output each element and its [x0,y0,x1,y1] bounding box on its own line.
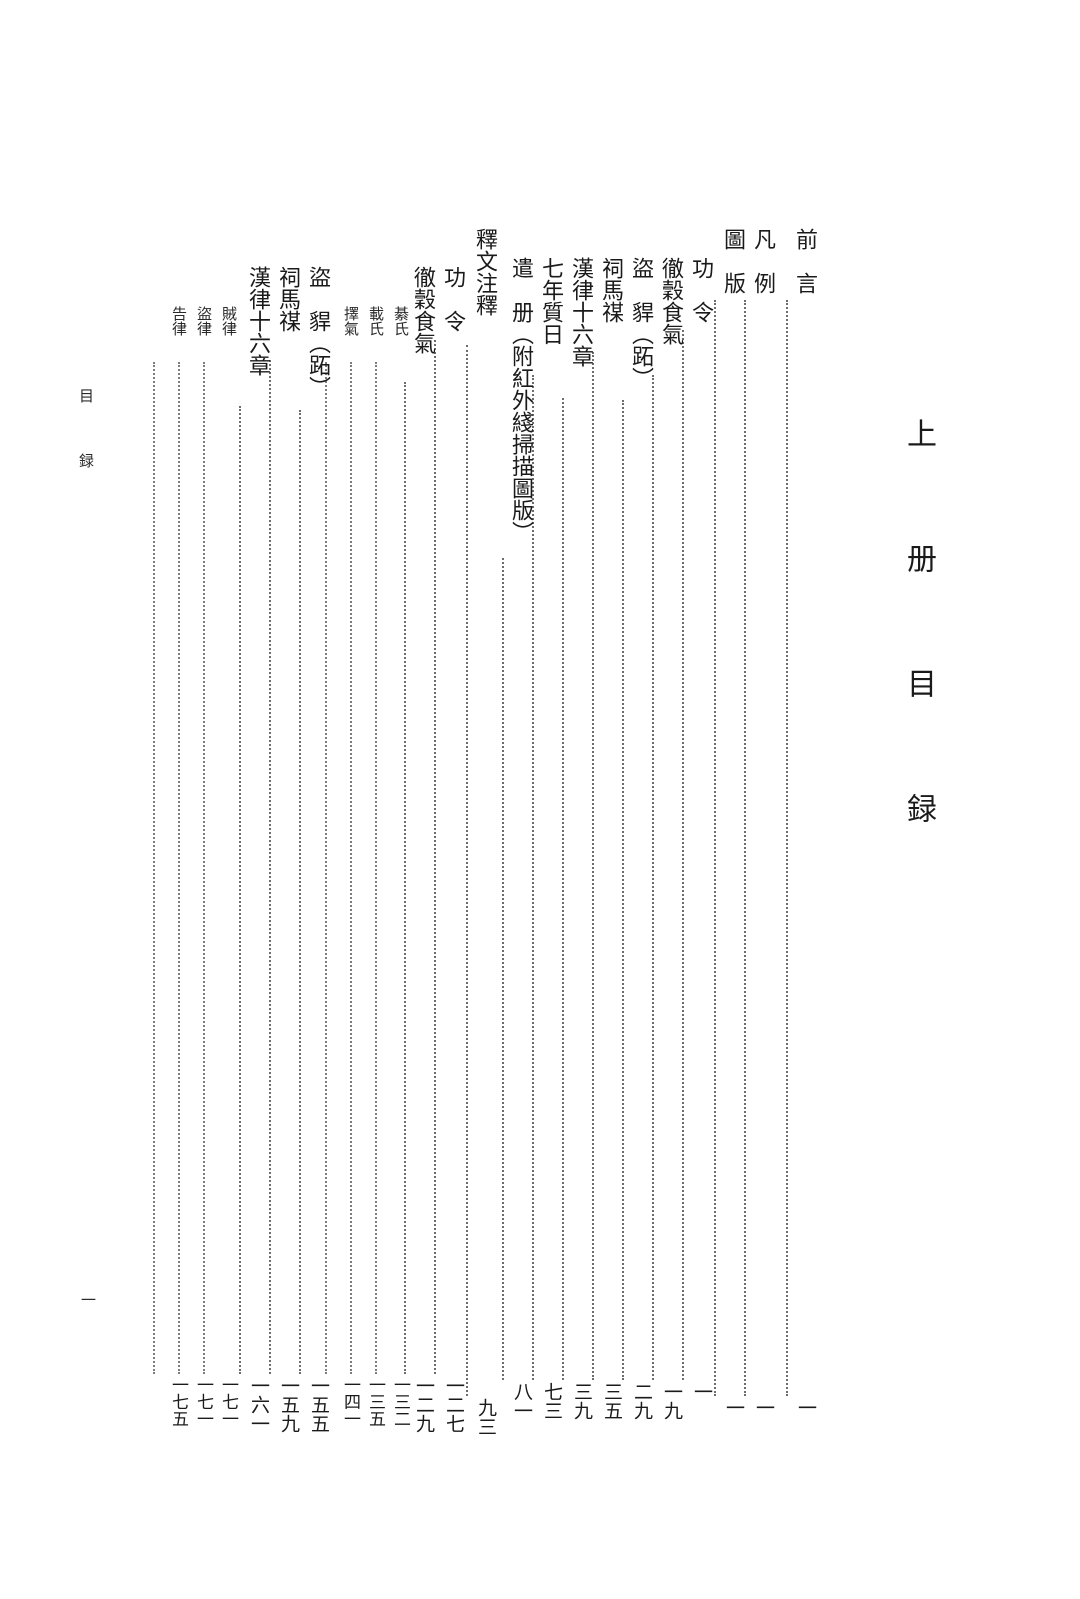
toc-entry[interactable]: 釋文注釋 九三 [455,0,497,1599]
toc-entry-page-number: 一七一 [193,1376,213,1427]
toc-entry-label: 盜 貋（跖） [305,266,330,398]
toc-entry-page-number: 七三 [541,1382,563,1420]
toc-entry-page-number: 八一 [511,1382,533,1420]
toc-entry[interactable]: 告律 一七五 [146,0,188,1599]
toc-entry-page-number: 一五九 [278,1376,300,1433]
toc-leader-dots [786,300,788,1396]
toc-entry-label: 漢律十六章 [245,266,270,376]
toc-entry[interactable]: 功 令一 [671,0,713,1599]
toc-entry[interactable]: 綦氏 一三二 [368,0,410,1599]
toc-entry[interactable]: 圖 版一 [703,0,745,1599]
toc-entry[interactable]: 徹穀食氣 一二九 [393,0,435,1599]
page-title: 上 册 目 録 [901,418,936,853]
toc-entry-label: 徹穀食氣 [658,257,683,345]
folio-number: 一 [79,1292,97,1307]
toc-leader-dots [153,362,155,1374]
toc-entry-page-number: 一二九 [413,1376,435,1433]
toc-entry-page-number: 一 [795,1398,817,1417]
toc-leader-dots [502,558,504,1380]
toc-entry-label: 擇氣 [342,306,360,336]
toc-entry-label: 祠馬禖 [275,266,300,332]
toc-entry-page-number: 一六一 [248,1376,270,1433]
toc-entry-page-number: 三九 [571,1382,593,1420]
toc-entry[interactable]: 漢律十六章 三九 [551,0,593,1599]
toc-entry-page-number: 一 [691,1382,713,1401]
toc-entry[interactable]: 祠馬禖 一五九 [258,0,300,1599]
toc-entry-label: 釋文注釋 [472,228,497,316]
toc-entry[interactable]: 功 令一二七 [423,0,465,1599]
toc-entry-label: 綦氏 [392,306,410,336]
toc-entry-page-number: 一三五 [365,1376,385,1427]
toc-leader-dots [466,345,468,1396]
toc-leader-dots [434,340,436,1374]
toc-entry[interactable]: 祠馬禖 三五 [581,0,623,1599]
toc-entry-label: 功 令 [688,257,713,323]
toc-entry-label: 前 言 [792,228,817,294]
toc-entry-label: 載氏 [367,306,385,336]
toc-entry[interactable]: 載氏 一三五 [343,0,385,1599]
toc-entry-page-number: 三五 [601,1382,623,1420]
toc-entry[interactable]: 盜 貋（跖） 二九 [611,0,653,1599]
toc-entry-page-number: 一七五 [168,1376,188,1427]
toc-entry-label: 七年質日 [538,257,563,345]
toc-entry-label: 功 令 [440,266,465,332]
toc-leader-dots [375,362,377,1374]
toc-leader-dots [744,300,746,1396]
toc-entry[interactable]: 擇氣 一四一 [318,0,360,1599]
toc-entry[interactable]: 遣 册（附紅外綫掃描圖版） 八一 [491,0,533,1599]
toc-leader-dots [682,330,684,1380]
toc-entry-page-number: 一三二 [390,1376,410,1427]
toc-leader-dots [325,362,327,1374]
toc-entry-page-number: 一九 [661,1382,683,1420]
toc-leader-dots [652,375,654,1380]
toc-entry-page-number: 一 [723,1398,745,1417]
toc-leader-dots [299,410,301,1374]
toc-entry-label: 徹穀食氣 [410,266,435,354]
toc-leader-dots [404,382,406,1374]
toc-entry-page-number: 一二七 [443,1376,465,1433]
toc-entry-label: 盜律 [195,306,213,336]
toc-entry-label: 圖 版 [720,228,745,294]
toc-leader-dots [714,300,716,1396]
toc-entry[interactable]: 漢律十六章 一六一 [228,0,270,1599]
toc-leader-dots [350,362,352,1374]
toc-leader-dots [622,400,624,1380]
toc-leader-dots [562,398,564,1380]
running-header: 目 録 [77,388,95,484]
toc-entry-page-number: 一四一 [340,1376,360,1427]
toc-leader-dots [239,406,241,1374]
toc-leader-dots [178,362,180,1374]
toc-entry-label: 賊律 [220,306,238,336]
toc-entry-label: 凡 例 [750,228,775,294]
toc-leader-dots [592,352,594,1380]
toc-entry-page-number: 一七一 [218,1376,238,1427]
toc-entry-label: 告律 [170,306,188,336]
toc-entry[interactable]: 徹穀食氣 一九 [641,0,683,1599]
toc-entry[interactable]: 賊律一七一 [196,0,238,1599]
toc-entry-page-number: 九三 [475,1398,497,1436]
toc-entry[interactable]: 凡 例一 [733,0,775,1599]
toc-entry-page-number: 一五五 [308,1376,330,1433]
toc-entry-label: 祠馬禖 [598,257,623,323]
toc-entry[interactable]: 盜律 一七一 [171,0,213,1599]
toc-leader-dots [532,375,534,1380]
toc-leader-dots [203,362,205,1374]
toc-entry-label: 遣 册（附紅外綫掃描圖版） [508,257,533,543]
toc-entry[interactable]: 七年質日 七三 [521,0,563,1599]
toc-entry-label: 盜 貋（跖） [628,257,653,389]
toc-entry-page-number: 二九 [631,1382,653,1420]
toc-entry-label: 漢律十六章 [568,257,593,367]
toc-entry[interactable]: 盜 貋（跖） 一五五 [288,0,330,1599]
toc-entry[interactable]: 前 言一 [775,0,817,1599]
toc-leader-dots [269,360,271,1374]
toc-entry-page-number: 一 [753,1398,775,1417]
